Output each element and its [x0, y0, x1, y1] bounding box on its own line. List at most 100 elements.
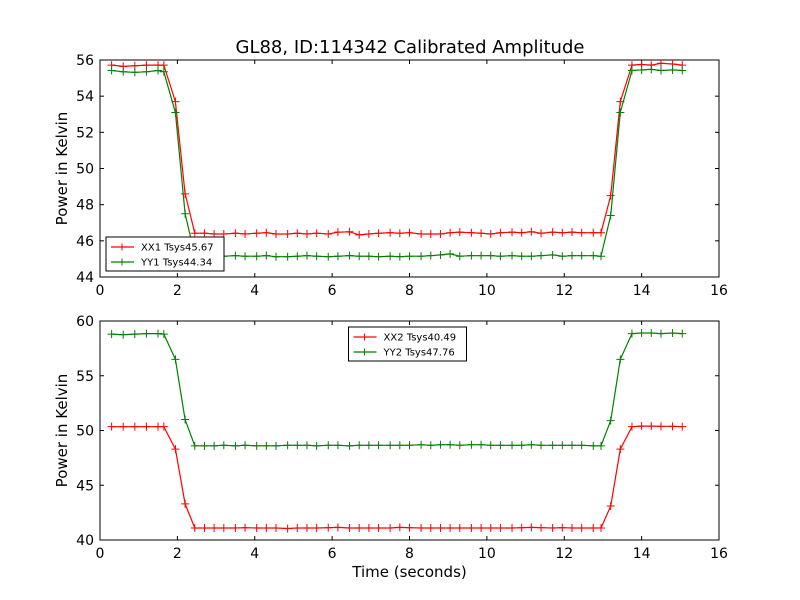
data-point [241, 229, 250, 238]
legend-label: XX1 Tsys45.67 [141, 243, 214, 254]
data-point [364, 523, 373, 532]
data-point [252, 252, 261, 261]
data-point [302, 229, 311, 238]
data-point [417, 229, 426, 238]
data-point [527, 523, 536, 532]
data-point [241, 252, 250, 261]
y-tick-label: 44 [76, 270, 94, 286]
data-point [231, 441, 240, 450]
legend-label: YY2 Tsys47.76 [383, 348, 455, 359]
data-point [272, 523, 281, 532]
data-point [455, 252, 464, 261]
data-point [417, 252, 426, 261]
data-point [190, 229, 199, 238]
data-point [537, 441, 546, 450]
data-point [395, 229, 404, 238]
data-point [656, 329, 665, 338]
y-tick-label: 50 [76, 424, 94, 440]
data-point [558, 228, 567, 237]
data-point [181, 209, 190, 218]
legend-label: XX2 Tsys40.49 [384, 333, 457, 344]
data-point [324, 252, 333, 261]
data-point [548, 228, 557, 237]
x-tick-label: 8 [405, 283, 414, 299]
data-point [426, 441, 435, 450]
legend: XX2 Tsys40.49 YY2 Tsys47.76 [348, 326, 467, 362]
data-point [606, 211, 615, 220]
data-point [159, 422, 168, 431]
data-point [496, 252, 505, 261]
data-point [577, 251, 586, 260]
data-point [426, 523, 435, 532]
y-tick-label: 56 [76, 53, 94, 69]
data-point [467, 251, 476, 260]
data-point [627, 329, 636, 338]
x-tick-label: 12 [555, 283, 573, 299]
data-point [355, 523, 364, 532]
data-point [417, 523, 426, 532]
data-point [477, 523, 486, 532]
data-point [597, 252, 606, 261]
data-point [107, 330, 116, 339]
data-point [262, 228, 271, 237]
data-point [486, 441, 495, 450]
x-tick-label: 4 [250, 283, 259, 299]
data-point [219, 441, 228, 450]
data-point [537, 251, 546, 260]
data-point [355, 441, 364, 450]
data-point [324, 523, 333, 532]
data-point [537, 229, 546, 238]
data-point [477, 229, 486, 238]
data-point [159, 330, 168, 339]
data-point [159, 67, 168, 76]
data-point [517, 523, 526, 532]
x-tick-label: 6 [328, 283, 337, 299]
data-point [517, 252, 526, 261]
data-point [558, 523, 567, 532]
legend: XX1 Tsys45.67 YY1 Tsys44.34 [105, 236, 225, 272]
data-point [508, 523, 517, 532]
data-point [241, 441, 250, 450]
data-point [616, 355, 625, 364]
data-point [647, 422, 656, 431]
x-tick-label: 16 [710, 546, 728, 562]
x-tick-label: 14 [633, 283, 651, 299]
data-point [231, 229, 240, 238]
data-point [567, 441, 576, 450]
data-point [219, 523, 228, 532]
data-point [589, 228, 598, 237]
data-point [154, 329, 163, 338]
data-point [606, 191, 615, 200]
x-tick-label: 16 [710, 283, 728, 299]
data-point [597, 441, 606, 450]
data-point [455, 523, 464, 532]
data-point [374, 441, 383, 450]
data-point [252, 523, 261, 532]
data-point [210, 523, 219, 532]
data-point [537, 523, 546, 532]
data-point [567, 523, 576, 532]
data-point [656, 60, 665, 68]
data-point [345, 227, 354, 236]
data-point [386, 523, 395, 532]
y-tick-label: 50 [76, 162, 94, 178]
data-point [405, 252, 414, 261]
x-tick-label: 2 [173, 546, 182, 562]
data-point [467, 523, 476, 532]
data-point [374, 523, 383, 532]
data-point [405, 523, 414, 532]
data-point [527, 252, 536, 261]
y-tick-label: 55 [76, 369, 94, 385]
data-point [548, 250, 557, 259]
data-point [527, 227, 536, 236]
data-point [477, 440, 486, 449]
data-point [312, 441, 321, 450]
data-point [374, 229, 383, 238]
data-point [159, 61, 168, 70]
y-tick-label: 60 [76, 314, 94, 330]
series-1 [107, 60, 687, 239]
data-point [678, 66, 687, 75]
data-point [517, 228, 526, 237]
data-point [558, 252, 567, 261]
data-point [171, 355, 180, 364]
